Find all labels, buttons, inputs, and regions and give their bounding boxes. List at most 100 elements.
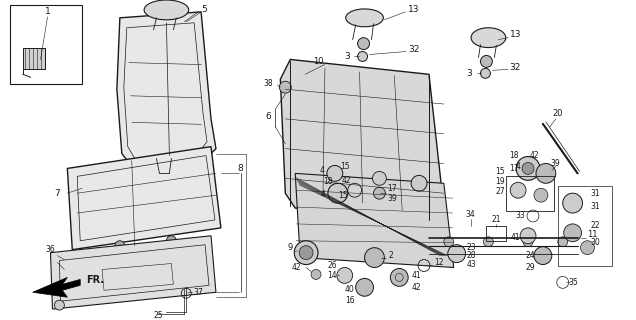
Text: 23: 23 <box>467 243 476 252</box>
Circle shape <box>558 237 568 247</box>
Text: 13: 13 <box>408 5 420 14</box>
Text: 25: 25 <box>154 310 163 320</box>
Text: FR.: FR. <box>86 276 104 285</box>
Circle shape <box>448 245 466 262</box>
Circle shape <box>480 55 492 68</box>
Circle shape <box>294 241 318 265</box>
Circle shape <box>523 237 533 247</box>
Circle shape <box>279 81 291 93</box>
Text: 29: 29 <box>525 263 535 272</box>
Bar <box>10 5 82 84</box>
Polygon shape <box>32 277 80 297</box>
Circle shape <box>534 247 552 265</box>
Text: 15: 15 <box>338 191 348 200</box>
Text: 14: 14 <box>327 271 336 280</box>
Text: 28: 28 <box>467 251 476 260</box>
Text: 35: 35 <box>569 278 579 287</box>
Circle shape <box>563 224 581 242</box>
Text: 32: 32 <box>509 63 521 72</box>
Circle shape <box>522 163 534 174</box>
Text: 41: 41 <box>411 271 421 280</box>
Polygon shape <box>50 236 216 309</box>
Text: 37: 37 <box>193 288 203 297</box>
Text: 27: 27 <box>495 187 505 196</box>
Text: 21: 21 <box>492 215 501 224</box>
Text: 43: 43 <box>467 260 476 269</box>
Text: 18: 18 <box>509 151 519 160</box>
Text: 11: 11 <box>587 230 598 239</box>
Circle shape <box>516 156 540 180</box>
Text: 18: 18 <box>323 177 333 186</box>
Circle shape <box>411 175 427 191</box>
Text: 20: 20 <box>553 109 563 118</box>
Circle shape <box>337 268 353 283</box>
Circle shape <box>357 52 368 61</box>
Text: 5: 5 <box>201 5 207 14</box>
Circle shape <box>115 241 125 251</box>
Circle shape <box>480 68 490 78</box>
Polygon shape <box>117 12 216 166</box>
Text: 4: 4 <box>516 162 521 171</box>
Text: 41: 41 <box>510 233 520 242</box>
Circle shape <box>534 188 548 202</box>
Circle shape <box>55 300 64 310</box>
Circle shape <box>356 278 373 296</box>
Text: 17: 17 <box>387 184 397 193</box>
Circle shape <box>581 241 595 255</box>
Circle shape <box>483 237 494 247</box>
Text: 22: 22 <box>591 221 600 230</box>
Text: 15: 15 <box>495 167 505 176</box>
Polygon shape <box>295 173 453 268</box>
Circle shape <box>391 268 408 286</box>
Text: 36: 36 <box>46 245 55 254</box>
Bar <box>558 186 612 266</box>
Text: 33: 33 <box>515 212 525 220</box>
Text: 2: 2 <box>389 251 394 260</box>
Text: 16: 16 <box>345 296 354 305</box>
Text: 13: 13 <box>511 30 522 39</box>
Circle shape <box>444 237 453 247</box>
Text: 34: 34 <box>466 211 476 220</box>
Circle shape <box>536 164 556 183</box>
Circle shape <box>327 165 343 181</box>
Circle shape <box>373 187 385 199</box>
Text: 8: 8 <box>238 164 244 173</box>
Circle shape <box>311 269 321 279</box>
Circle shape <box>328 183 348 203</box>
Text: 42: 42 <box>342 176 352 185</box>
Text: 39: 39 <box>387 194 397 203</box>
Text: 42: 42 <box>529 151 539 160</box>
Circle shape <box>299 246 313 260</box>
Polygon shape <box>280 60 444 223</box>
Text: 3: 3 <box>344 52 350 61</box>
Text: 24: 24 <box>525 251 535 260</box>
Circle shape <box>167 236 176 246</box>
Text: 4: 4 <box>319 166 324 175</box>
Text: 15: 15 <box>340 162 350 171</box>
Text: 7: 7 <box>55 189 60 198</box>
Text: 40: 40 <box>345 285 355 294</box>
Text: 31: 31 <box>591 189 600 198</box>
Text: 38: 38 <box>264 79 273 88</box>
Bar <box>487 226 506 241</box>
Text: 39: 39 <box>551 159 561 168</box>
Text: 32: 32 <box>408 45 420 54</box>
Text: 4: 4 <box>321 190 326 199</box>
Text: 26: 26 <box>327 261 336 270</box>
Text: 12: 12 <box>434 258 444 267</box>
Text: 1: 1 <box>45 7 50 16</box>
Circle shape <box>373 172 386 185</box>
Ellipse shape <box>346 9 384 27</box>
Circle shape <box>520 228 536 244</box>
Text: 42: 42 <box>291 263 301 272</box>
Text: 3: 3 <box>467 69 473 78</box>
Text: 9: 9 <box>287 243 293 252</box>
Circle shape <box>563 193 583 213</box>
Text: 42: 42 <box>411 283 421 292</box>
Text: 6: 6 <box>266 112 272 121</box>
Circle shape <box>510 182 526 198</box>
Text: 10: 10 <box>313 57 323 66</box>
Ellipse shape <box>144 0 189 20</box>
Polygon shape <box>67 147 221 250</box>
Circle shape <box>357 38 370 50</box>
